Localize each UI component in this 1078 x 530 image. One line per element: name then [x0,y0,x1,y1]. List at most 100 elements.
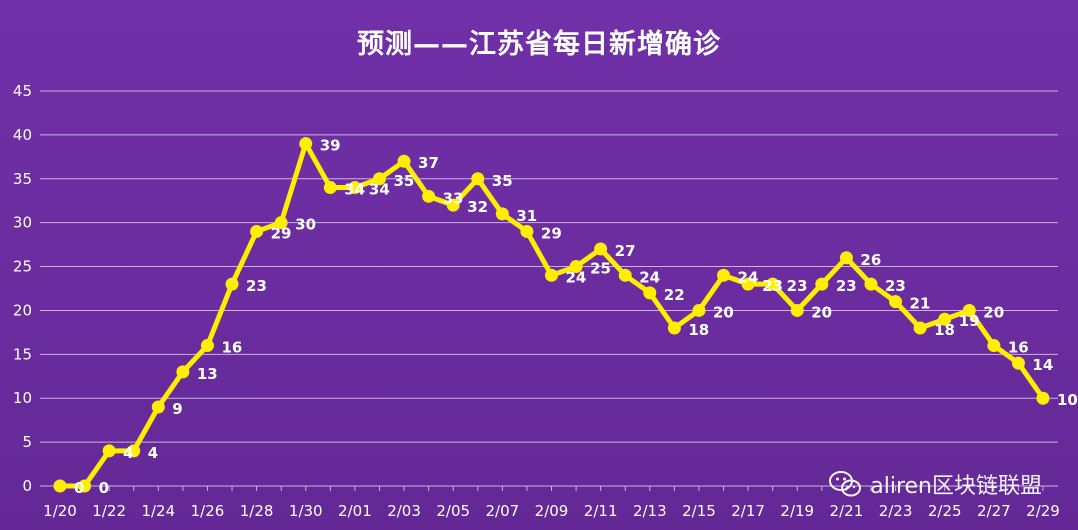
data-point [569,260,583,274]
data-point [127,444,141,458]
wechat-icon [829,471,862,497]
data-label: 24 [639,268,660,286]
data-point [643,286,657,300]
y-tick-label: 10 [13,389,32,407]
data-label: 23 [836,277,857,295]
data-point [225,277,239,291]
y-tick-label: 30 [13,214,32,232]
data-label: 29 [271,224,292,242]
data-point [299,137,313,151]
x-tick-label: 2/05 [436,502,470,520]
watermark-text: aliren区块链联盟 [870,474,1042,499]
data-label: 33 [443,189,464,207]
x-tick-label: 1/30 [289,502,323,520]
data-point [545,268,558,282]
data-point [1036,391,1050,405]
data-label: 26 [860,251,881,269]
data-label: 13 [197,365,218,383]
data-label: 4 [123,444,133,462]
data-point [766,277,780,291]
data-point [889,295,903,309]
data-label: 25 [590,260,611,278]
x-tick-label: 2/25 [928,502,962,520]
data-label: 35 [492,172,513,190]
y-tick-label: 45 [13,82,32,100]
data-label: 19 [959,312,980,330]
data-point [78,479,92,493]
data-label: 20 [983,303,1004,321]
x-tick-label: 1/22 [92,502,126,520]
data-point [495,207,509,221]
data-point [864,277,878,291]
x-tick-label: 2/07 [486,502,520,520]
data-label: 0 [74,479,84,497]
data-label: 34 [369,181,390,199]
y-tick-label: 20 [13,301,32,319]
data-point [839,251,853,265]
x-tick-label: 2/03 [387,502,421,520]
data-point [667,321,681,335]
data-point [594,242,608,256]
data-point [323,181,337,195]
data-point [987,339,1001,353]
data-label: 24 [566,268,587,286]
data-label: 37 [418,154,439,172]
data-point [913,321,927,335]
data-point [200,339,214,353]
y-tick-label: 40 [13,126,32,144]
data-label: 20 [811,303,832,321]
data-point [372,172,386,186]
data-label: 23 [246,277,267,295]
data-label: 24 [738,268,759,286]
data-label: 20 [713,303,734,321]
y-tick-label: 5 [22,433,32,451]
x-tick-label: 2/01 [338,502,372,520]
y-tick-label: 35 [13,170,32,188]
data-point [348,181,362,195]
x-tick-label: 1/24 [141,502,175,520]
data-point [274,216,288,230]
data-point [790,303,804,317]
y-tick-label: 15 [13,345,32,363]
data-label: 23 [787,277,808,295]
data-label: 16 [1008,339,1029,357]
y-tick-label: 0 [22,477,32,495]
x-tick-label: 2/09 [535,502,569,520]
data-point [717,268,731,282]
data-label: 32 [467,198,488,216]
data-point [471,172,485,186]
series-line [60,141,1046,489]
data-point [741,277,755,291]
data-point [53,479,67,493]
x-tick-label: 1/20 [43,502,77,520]
x-tick-label: 2/29 [1026,502,1060,520]
data-label: 21 [910,295,931,313]
data-point [815,277,829,291]
data-label: 34 [344,181,365,199]
data-point [692,303,706,317]
chart-title: 预测——江苏省每日新增确诊 [357,29,721,60]
data-point [397,154,411,168]
data-label: 39 [320,137,341,155]
data-label: 0 [99,479,109,497]
watermark: aliren区块链联盟 [828,468,1042,500]
x-tick-label: 2/23 [879,502,913,520]
data-label: 18 [688,321,709,339]
data-point [1011,356,1025,370]
data-label: 10 [1057,391,1078,409]
x-tick-label: 2/27 [977,502,1011,520]
data-point [102,444,116,458]
data-label: 4 [148,444,158,462]
data-label: 22 [664,286,685,304]
data-label: 29 [541,224,562,242]
x-tick-label: 2/17 [731,502,765,520]
data-label: 31 [516,207,537,225]
data-point [618,268,632,282]
data-point [962,303,976,317]
data-point [520,224,534,238]
x-tick-label: 2/13 [633,502,667,520]
data-point [938,312,952,326]
data-label: 9 [172,400,182,418]
